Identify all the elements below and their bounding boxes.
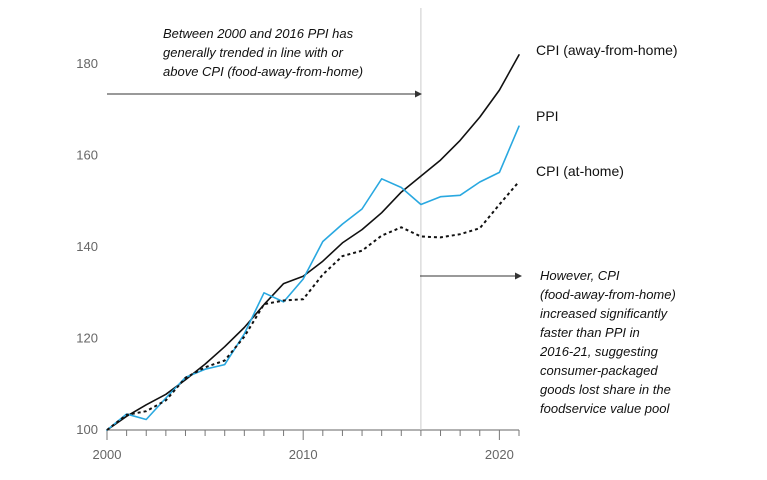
arrow-head bbox=[415, 90, 422, 98]
annotation-line: (food-away-from-home) bbox=[540, 287, 676, 302]
annotation-line: foodservice value pool bbox=[540, 401, 670, 416]
x-tick-label: 2010 bbox=[289, 447, 318, 462]
series-lines bbox=[106, 54, 520, 431]
x-axis: 2000 2010 2020 bbox=[93, 429, 520, 462]
y-tick-label: 160 bbox=[76, 148, 98, 163]
series-labels: CPI (away-from-home) PPI CPI (at-home) bbox=[536, 42, 678, 179]
y-tick-label: 100 bbox=[76, 422, 98, 437]
annotation-line: 2016-21, suggesting bbox=[540, 344, 658, 359]
arrow-2016-2021 bbox=[420, 272, 522, 280]
annotation-line: generally trended in line with or bbox=[163, 45, 343, 60]
x-tick-label: 2020 bbox=[485, 447, 514, 462]
x-tick-label: 2000 bbox=[93, 447, 122, 462]
annotation-arrows bbox=[107, 90, 522, 280]
arrow-head bbox=[515, 272, 522, 280]
y-tick-label: 120 bbox=[76, 331, 98, 346]
series-label: PPI bbox=[536, 108, 559, 124]
annotation-2000-2016: Between 2000 and 2016 PPI has generally … bbox=[163, 24, 363, 81]
series-label: CPI (away-from-home) bbox=[536, 42, 678, 58]
y-axis-labels: 100 120 140 160 180 bbox=[76, 56, 98, 437]
annotation-line: faster than PPI in bbox=[540, 325, 640, 340]
annotation-line: However, CPI bbox=[540, 268, 620, 283]
annotation-line: Between 2000 and 2016 PPI has bbox=[163, 26, 354, 41]
y-tick-label: 180 bbox=[76, 56, 98, 71]
series-label: CPI (at-home) bbox=[536, 163, 624, 179]
annotation-line: above CPI (food-away-from-home) bbox=[163, 64, 364, 79]
series-line-2 bbox=[106, 180, 520, 431]
series-line-0 bbox=[106, 54, 520, 431]
annotation-line: increased significantly bbox=[540, 306, 668, 321]
annotation-line: consumer-packaged bbox=[540, 363, 658, 378]
arrow-2000-2016 bbox=[107, 90, 422, 98]
annotation-2016-2021: However, CPI (food-away-from-home) incre… bbox=[540, 266, 676, 418]
series-line-1 bbox=[106, 125, 520, 431]
annotation-line: goods lost share in the bbox=[540, 382, 671, 397]
y-tick-label: 140 bbox=[76, 239, 98, 254]
